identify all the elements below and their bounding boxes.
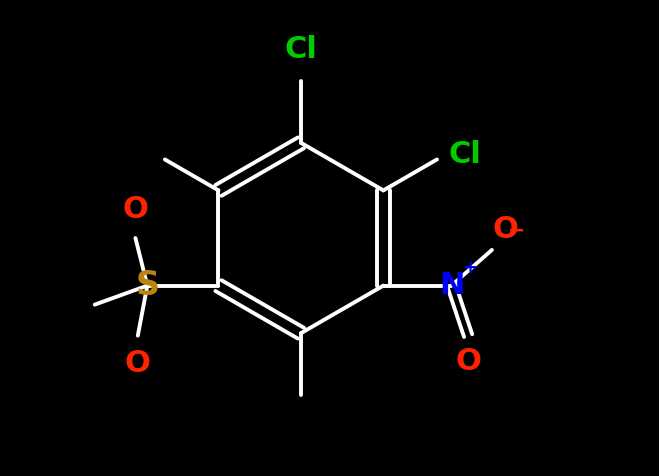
Text: Cl: Cl xyxy=(449,140,482,169)
Text: N: N xyxy=(439,271,464,300)
Text: O: O xyxy=(125,349,151,378)
Text: +: + xyxy=(462,258,477,277)
Text: S: S xyxy=(135,269,159,302)
Text: Cl: Cl xyxy=(285,35,318,64)
Text: O: O xyxy=(123,195,148,224)
Text: −: − xyxy=(508,221,525,241)
Text: O: O xyxy=(493,215,519,244)
Text: O: O xyxy=(455,347,481,377)
